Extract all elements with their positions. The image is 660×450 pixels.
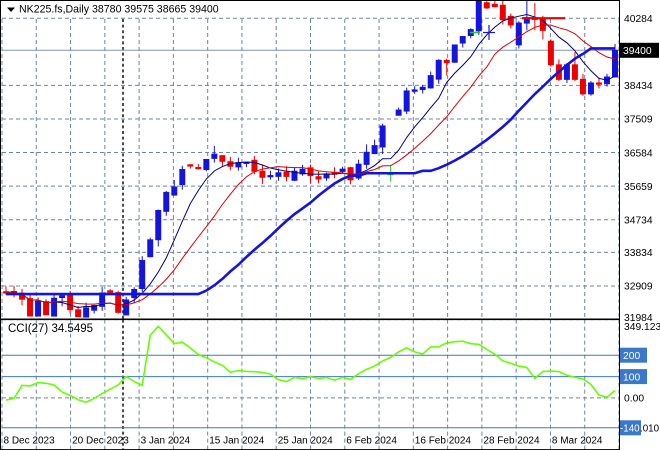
svg-text:33834: 33834 xyxy=(624,248,653,259)
svg-text:0.00: 0.00 xyxy=(624,394,644,405)
svg-text:28 Feb 2024: 28 Feb 2024 xyxy=(483,436,540,447)
svg-text:38434: 38434 xyxy=(624,81,653,92)
svg-text:200: 200 xyxy=(623,351,640,362)
svg-text:3 Jan 2024: 3 Jan 2024 xyxy=(141,436,191,447)
svg-text:6 Feb 2024: 6 Feb 2024 xyxy=(346,436,397,447)
svg-text:25 Jan 2024: 25 Jan 2024 xyxy=(278,436,333,447)
svg-text:39400: 39400 xyxy=(623,46,652,57)
svg-text:NK225.fs,Daily 38780 39575 3: NK225.fs,Daily 38780 39575 38665 39400 xyxy=(19,3,219,15)
svg-text:15 Jan 2024: 15 Jan 2024 xyxy=(209,436,264,447)
svg-text:349.1237: 349.1237 xyxy=(624,322,660,333)
svg-text:37509: 37509 xyxy=(624,115,653,126)
svg-text:40284: 40284 xyxy=(624,14,653,25)
svg-text:100: 100 xyxy=(623,372,640,383)
svg-text:35659: 35659 xyxy=(624,182,653,193)
svg-text:32909: 32909 xyxy=(624,282,653,293)
svg-text:34734: 34734 xyxy=(624,215,653,226)
svg-text:CCI(27) 34.5495: CCI(27) 34.5495 xyxy=(8,323,93,335)
svg-text:8 Mar 2024: 8 Mar 2024 xyxy=(552,436,603,447)
svg-text:-140: -140 xyxy=(620,424,640,435)
svg-text:20 Dec 2023: 20 Dec 2023 xyxy=(72,436,129,447)
svg-text:8 Dec 2023: 8 Dec 2023 xyxy=(4,436,56,447)
svg-text:36584: 36584 xyxy=(624,148,653,159)
svg-text:16 Feb 2024: 16 Feb 2024 xyxy=(415,436,472,447)
svg-text:.010: .010 xyxy=(640,424,660,435)
